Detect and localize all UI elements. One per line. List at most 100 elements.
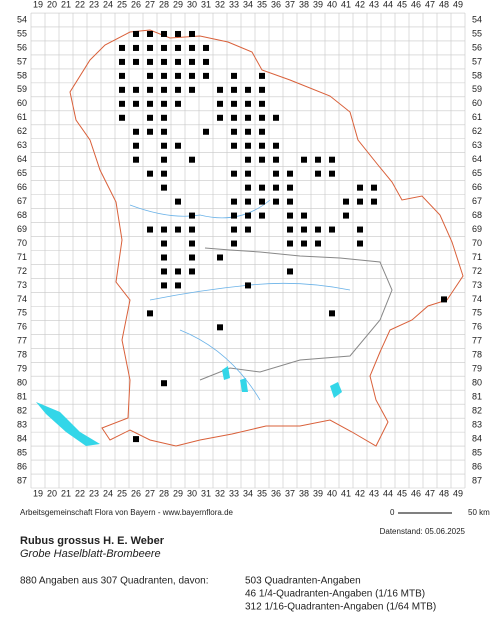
- column-label: 24: [103, 488, 113, 498]
- row-label: 71: [17, 252, 27, 262]
- row-label: 62: [472, 126, 482, 136]
- column-label: 39: [313, 488, 323, 498]
- occurrence: [301, 226, 307, 233]
- occurrence: [161, 114, 167, 121]
- row-label: 54: [472, 14, 482, 24]
- column-label: 20: [47, 488, 57, 498]
- row-label: 85: [472, 447, 482, 457]
- row-label: 82: [17, 406, 27, 416]
- row-label: 68: [472, 210, 482, 220]
- occurrence: [273, 142, 279, 149]
- occurrence: [217, 324, 223, 331]
- column-label: 24: [103, 0, 113, 9]
- column-label: 49: [453, 0, 463, 9]
- column-label: 42: [355, 488, 365, 498]
- occurrence: [357, 198, 363, 205]
- occurrence: [133, 128, 139, 135]
- row-label: 72: [472, 266, 482, 276]
- row-label: 74: [17, 294, 27, 304]
- column-label: 22: [75, 488, 85, 498]
- occurrence: [175, 30, 181, 37]
- row-label: 86: [17, 461, 27, 471]
- row-label: 66: [472, 182, 482, 192]
- occurrence: [175, 72, 181, 79]
- column-label: 26: [131, 0, 141, 9]
- occurrence: [357, 240, 363, 247]
- occurrence: [161, 142, 167, 149]
- row-label: 73: [17, 280, 27, 290]
- occurrence: [259, 142, 265, 149]
- column-label: 19: [33, 0, 43, 9]
- occurrence: [329, 156, 335, 163]
- occurrence: [287, 184, 293, 191]
- occurrence: [175, 268, 181, 275]
- occurrence: [315, 226, 321, 233]
- occurrence: [161, 380, 167, 387]
- occurrence: [161, 128, 167, 135]
- occurrence: [189, 212, 195, 219]
- lake: [36, 402, 100, 446]
- occurrence: [161, 44, 167, 51]
- row-label: 58: [17, 70, 27, 80]
- row-label: 83: [472, 420, 482, 430]
- occurrence: [245, 170, 251, 177]
- occurrence: [231, 170, 237, 177]
- row-label: 56: [17, 42, 27, 52]
- column-label: 40: [327, 0, 337, 9]
- occurrence: [189, 254, 195, 261]
- occurrence: [231, 240, 237, 247]
- row-label: 54: [17, 14, 27, 24]
- column-label: 25: [117, 488, 127, 498]
- row-label: 75: [472, 308, 482, 318]
- row-label: 69: [17, 224, 27, 234]
- column-label: 36: [271, 488, 281, 498]
- row-label: 74: [472, 294, 482, 304]
- column-label: 19: [33, 488, 43, 498]
- column-label: 28: [159, 0, 169, 9]
- breakdown: 46 1/4-Quadranten-Angaben (1/16 MTB): [245, 589, 425, 600]
- occurrence: [189, 156, 195, 163]
- occurrence: [245, 156, 251, 163]
- occurrence: [161, 240, 167, 247]
- occurrence: [161, 254, 167, 261]
- occurrence: [371, 198, 377, 205]
- column-label: 41: [341, 0, 351, 9]
- occurrence: [147, 226, 153, 233]
- occurrence: [273, 114, 279, 121]
- scale-end: 50 km: [468, 508, 490, 517]
- row-label: 55: [472, 28, 482, 38]
- occurrence: [147, 114, 153, 121]
- row-label: 68: [17, 210, 27, 220]
- column-label: 37: [285, 0, 295, 9]
- column-label: 44: [383, 488, 393, 498]
- occurrence: [161, 72, 167, 79]
- row-label: 87: [472, 475, 482, 485]
- occurrence: [343, 212, 349, 219]
- row-label: 79: [17, 364, 27, 374]
- column-label: 33: [229, 488, 239, 498]
- occurrence: [119, 86, 125, 93]
- occurrence: [441, 296, 447, 303]
- occurrence: [259, 72, 265, 79]
- occurrence: [133, 30, 139, 37]
- breakdown: 503 Quadranten-Angaben: [245, 576, 361, 587]
- occurrence: [245, 198, 251, 205]
- occurrence: [189, 86, 195, 93]
- row-label: 73: [472, 280, 482, 290]
- occurrence: [315, 156, 321, 163]
- occurrence: [175, 86, 181, 93]
- row-label: 65: [472, 168, 482, 178]
- occurrence: [259, 198, 265, 205]
- occurrence: [287, 212, 293, 219]
- occurrence: [259, 128, 265, 135]
- row-label: 77: [17, 336, 27, 346]
- row-label: 61: [472, 112, 482, 122]
- occurrence: [147, 86, 153, 93]
- column-label: 47: [425, 0, 435, 9]
- scale-start: 0: [390, 508, 395, 517]
- occurrence: [245, 142, 251, 149]
- state-border: [69, 29, 464, 447]
- column-label: 21: [61, 0, 71, 9]
- occurrence: [161, 156, 167, 163]
- lake: [222, 366, 342, 398]
